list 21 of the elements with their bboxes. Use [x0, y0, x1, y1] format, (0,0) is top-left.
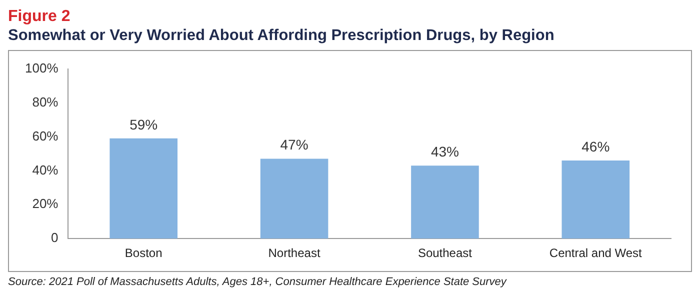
bar: [110, 138, 178, 239]
data-label: 46%: [582, 138, 610, 154]
x-tick-label: Boston: [124, 246, 162, 260]
y-tick-label: 0: [51, 230, 58, 246]
data-label: 47%: [280, 136, 308, 153]
y-tick-label: 40%: [32, 162, 59, 178]
y-tick-label: 100%: [25, 60, 59, 76]
y-tick-label: 60%: [32, 128, 59, 144]
bar: [411, 166, 479, 239]
x-tick-label: Southeast: [418, 246, 473, 260]
x-tick-label: Central and West: [549, 246, 643, 260]
y-tick-label: 20%: [32, 196, 59, 212]
chart-title: Figure 2: [8, 8, 72, 26]
bar: [260, 158, 328, 239]
bar: [562, 160, 630, 239]
data-label: 43%: [430, 143, 459, 160]
chart-subtitle: Somewhat or Very Worried About Affording Prescription Drugs, by Region: [8, 26, 556, 46]
x-tick-label: Northeast: [268, 246, 321, 260]
y-tick-label: 80%: [32, 94, 59, 110]
data-label: 59%: [130, 116, 158, 132]
source-note: Source: 2021 Poll of Massachusetts Adults, Ages 18+, Consumer Healthcare Experience State Survey: [8, 275, 508, 289]
